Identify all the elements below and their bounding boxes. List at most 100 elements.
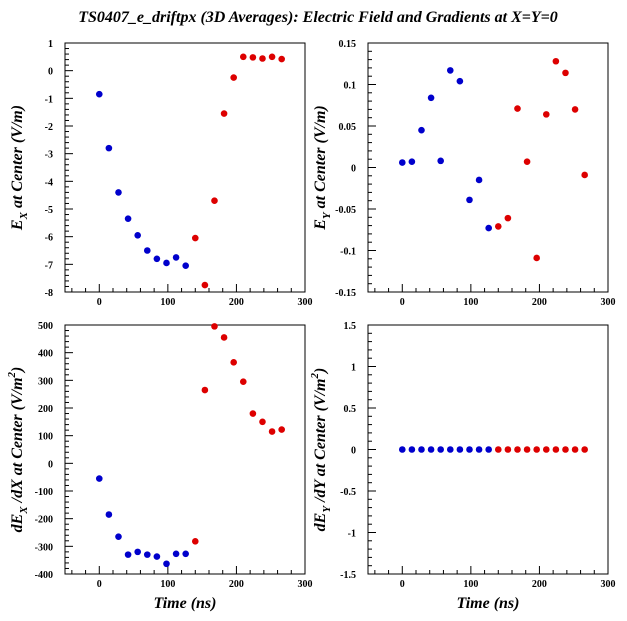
data-point (230, 359, 237, 366)
y-tick-label: -1.5 (340, 570, 356, 581)
data-point (571, 106, 579, 113)
data-point (239, 53, 247, 61)
data-point (259, 55, 266, 62)
y-tick-label: -0.1 (340, 247, 356, 258)
data-point (153, 553, 161, 560)
plot-frame (64, 42, 306, 293)
y-tick-label: 0.1 (344, 81, 357, 92)
y-tick-label: -1 (348, 529, 356, 540)
data-point (220, 334, 228, 341)
y-tick-label: 0 (351, 164, 356, 175)
data-point (542, 111, 550, 118)
panel-top-right: 0.15 0.1 0.05 0 -0.05 -0.1 -0.15 0 100 200 300 EY a… (312, 39, 616, 308)
y-label-rest: /dX at Center (V/m (9, 377, 26, 506)
data-point (581, 171, 588, 179)
y-label-main: E (312, 219, 329, 231)
data-point (95, 90, 103, 98)
y-label-sup: 2 (309, 373, 321, 380)
y-label-sub: Y (321, 211, 333, 219)
y-tick-label: -1 (45, 94, 53, 105)
x-axis-label: Time (ns) (154, 595, 217, 612)
data-point (514, 105, 521, 112)
panel-bottom-left: 500 400 300 200 100 0 -100 -200 -300 -400 0 100 200 3… (6, 321, 313, 612)
data-point (533, 446, 540, 453)
x-tick-label: 100 (463, 579, 478, 590)
y-tick-label: -0.15 (335, 288, 356, 299)
data-point (201, 386, 209, 394)
y-tick-label: -2 (45, 122, 53, 133)
y-tick-label: 500 (38, 321, 53, 332)
data-point (533, 254, 540, 262)
data-point (249, 54, 257, 61)
data-point (249, 410, 257, 417)
panel-bottom-right: 1.5 1 0.5 0 -0.5 -1 -1.5 0 100 200 300 dEY /dY at C… (309, 321, 616, 612)
plot-frame (367, 42, 609, 293)
data-point (485, 446, 492, 453)
data-point (153, 255, 161, 263)
y-tick-label: 1.5 (344, 321, 357, 332)
x-tick-label: 0 (400, 297, 405, 308)
data-point (542, 446, 550, 453)
y-tick-label: -4 (45, 177, 53, 188)
data-point (456, 446, 464, 453)
y-label-rest: at Center (V/m) (312, 105, 329, 212)
y-label-sub: X (18, 211, 30, 220)
data-point (115, 189, 122, 196)
x-tick-label: 0 (400, 579, 405, 590)
y-label-main: dE (312, 513, 329, 532)
y-tick-label: -6 (45, 233, 53, 244)
data-point (581, 446, 588, 453)
data-point (562, 69, 569, 77)
data-point (278, 55, 285, 63)
x-tick-label: 300 (298, 297, 313, 308)
y-tick-label: -100 (35, 487, 53, 498)
data-point (239, 378, 247, 386)
data-point (504, 446, 512, 453)
y-axis-label: EY at Center (V/m) (312, 105, 333, 231)
y-label-main: dE (9, 514, 26, 533)
y-tick-label: 0 (48, 459, 53, 470)
y-tick-label: -5 (45, 205, 53, 216)
data-point (408, 446, 416, 453)
y-label-rest: at Center (V/m) (9, 105, 26, 212)
data-point (494, 446, 502, 453)
data-point (466, 446, 473, 453)
data-point (562, 446, 569, 453)
x-tick-label: 200 (532, 297, 547, 308)
x-tick-label: 300 (601, 579, 616, 590)
x-tick-label: 300 (601, 297, 616, 308)
data-point (268, 428, 276, 435)
data-point (418, 446, 425, 453)
data-point (523, 158, 531, 165)
data-point (172, 550, 180, 558)
data-point (475, 176, 483, 184)
data-point (485, 224, 492, 232)
data-point (408, 158, 416, 165)
y-tick-label: 400 (38, 349, 53, 360)
y-tick-label: -300 (35, 542, 53, 553)
data-point (552, 446, 560, 453)
y-tick-label: 1 (351, 363, 356, 374)
data-point (95, 475, 103, 482)
panel-top-left: 1 0 -1 -2 -3 -4 -5 -6 -7 -8 0 100 200 300 EX at Center… (9, 39, 313, 308)
data-point (201, 281, 209, 289)
y-tick-label: 0 (351, 446, 356, 457)
y-tick-label: 0.5 (344, 404, 357, 415)
data-point (105, 144, 113, 152)
data-point (211, 197, 218, 204)
y-tick-label: -3 (45, 150, 53, 161)
data-point (230, 74, 237, 81)
data-point (182, 550, 189, 558)
plot-frame (64, 324, 306, 575)
data-point (163, 259, 170, 267)
data-point (115, 533, 122, 540)
data-point (523, 446, 531, 453)
data-point (134, 231, 141, 239)
data-point (220, 110, 228, 117)
data-point (427, 94, 435, 102)
data-point (143, 247, 151, 254)
data-point (456, 77, 464, 85)
x-tick-label: 100 (463, 297, 478, 308)
data-point (268, 53, 276, 61)
data-point (446, 446, 454, 453)
